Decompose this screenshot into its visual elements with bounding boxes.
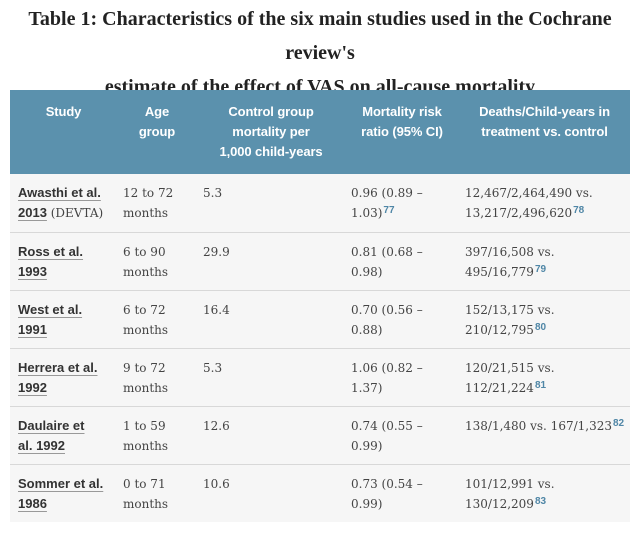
table-header: Study Age group Control group mortality pe… [10,90,630,174]
header-age-group: Age group [138,104,176,139]
control-mortality-cell: 12.6 [203,418,230,433]
age-group-cell: 6 to 90 months [123,244,169,279]
study-link-year[interactable]: 1993 [18,263,47,279]
studies-table-container: Study Age group Control group mortality pe… [10,90,630,522]
age-group-cell: 9 to 72 months [123,360,169,395]
study-cell[interactable]: Daulaire et al. 1992 [10,406,117,464]
study-cell[interactable]: Ross et al. 1993 [10,232,117,290]
header-control-mortality: Control group mortality per 1,000 child-ye… [219,104,323,159]
footnote-ref-link[interactable]: 81 [534,379,547,391]
risk-ratio-cell: 0.81 (0.68 – 0.98) [351,244,423,279]
age-group-cell: 12 to 72 months [123,186,174,220]
age-group-cell: 1 to 59 months [123,418,169,453]
control-mortality-cell: 5.3 [203,186,223,200]
header-row: Study Age group Control group mortality pe… [10,90,630,174]
study-link[interactable]: Herrera et al. [18,359,98,375]
header-deaths: Deaths/Child-years in treatment vs. contr… [479,104,610,139]
study-link-year[interactable]: al. 1992 [18,437,65,453]
table-row: Ross et al. 1993 6 to 90 months 29.9 0.81… [10,232,630,290]
table-caption: Table 1: Characteristics of the six main… [0,2,640,104]
deaths-cell: 12,467/2,464,490 vs. 13,217/2,496,62078 [465,186,593,220]
study-link[interactable]: Ross et al. [18,243,84,259]
caption-line-1: Table 1: Characteristics of the six main… [28,8,612,64]
control-mortality-cell: 10.6 [203,476,230,491]
study-link[interactable]: West et al. [18,301,83,317]
deaths-cell: 397/16,508 vs. 495/16,77979 [465,244,555,279]
deaths-cell: 152/13,175 vs. 210/12,79580 [465,302,555,337]
study-link-year[interactable]: 1992 [18,379,47,395]
study-link-year[interactable]: 1991 [18,321,47,337]
table-row: Daulaire et al. 1992 1 to 59 months 12.6 … [10,406,630,464]
study-cell[interactable]: West et al. 1991 [10,290,117,348]
control-mortality-cell: 5.3 [203,360,223,375]
header-study: Study [45,104,82,119]
control-mortality-cell: 29.9 [203,244,230,259]
footnote-ref-link[interactable]: 80 [534,321,547,333]
study-link-year[interactable]: 1986 [18,495,47,511]
deaths-cell: 101/12,991 vs. 130/12,20983 [465,476,555,511]
study-link[interactable]: Sommer et al. [18,475,104,491]
study-cell[interactable]: Sommer et al. 1986 [10,464,117,521]
footnote-ref-link[interactable]: 83 [534,495,547,507]
risk-ratio-cell: 0.70 (0.56 –0.88) [351,302,423,337]
footnote-ref-link[interactable]: 77 [383,205,395,216]
table-row: Awasthi et al. 2013 (DEVTA) 12 to 72 mont… [10,174,630,232]
study-link-year[interactable]: 2013 [18,205,47,220]
risk-ratio-cell: 0.73 (0.54 – 0.99) [351,476,423,511]
table-row: Herrera et al. 1992 9 to 72 months 5.3 1.… [10,348,630,406]
study-link[interactable]: Awasthi et al. [18,185,101,200]
footnote-ref-link[interactable]: 82 [612,417,625,429]
table-body: Awasthi et al. 2013 (DEVTA) 12 to 72 mont… [10,174,630,521]
footnote-ref-link[interactable]: 79 [534,263,547,275]
control-mortality-cell: 16.4 [203,302,230,317]
study-cell[interactable]: Awasthi et al. 2013 (DEVTA) [10,174,117,232]
studies-table: Study Age group Control group mortality pe… [10,90,630,521]
header-risk-ratio: Mortality risk ratio (95% CI) [361,104,443,139]
table-row: West et al. 1991 6 to 72 months 16.4 0.70… [10,290,630,348]
risk-ratio-cell: 1.06 (0.82 – 1.37) [351,360,423,395]
study-cell[interactable]: Herrera et al. 1992 [10,348,117,406]
deaths-cell: 120/21,515 vs. 112/21,22481 [465,360,555,395]
risk-ratio-cell: 0.74 (0.55 – 0.99) [351,418,423,453]
age-group-cell: 6 to 72 months [123,302,169,337]
study-link[interactable]: Daulaire et [18,417,85,433]
table-row: Sommer et al. 1986 0 to 71 months 10.6 0.… [10,464,630,521]
study-extra: (DEVTA) [46,206,104,220]
risk-ratio-cell: 0.96 (0.89 – 1.03)77 [351,186,423,220]
deaths-cell: 138/1,480 vs. 167/1,32382 [465,417,625,433]
age-group-cell: 0 to 71 months [123,476,169,511]
footnote-ref-link[interactable]: 78 [573,205,585,216]
